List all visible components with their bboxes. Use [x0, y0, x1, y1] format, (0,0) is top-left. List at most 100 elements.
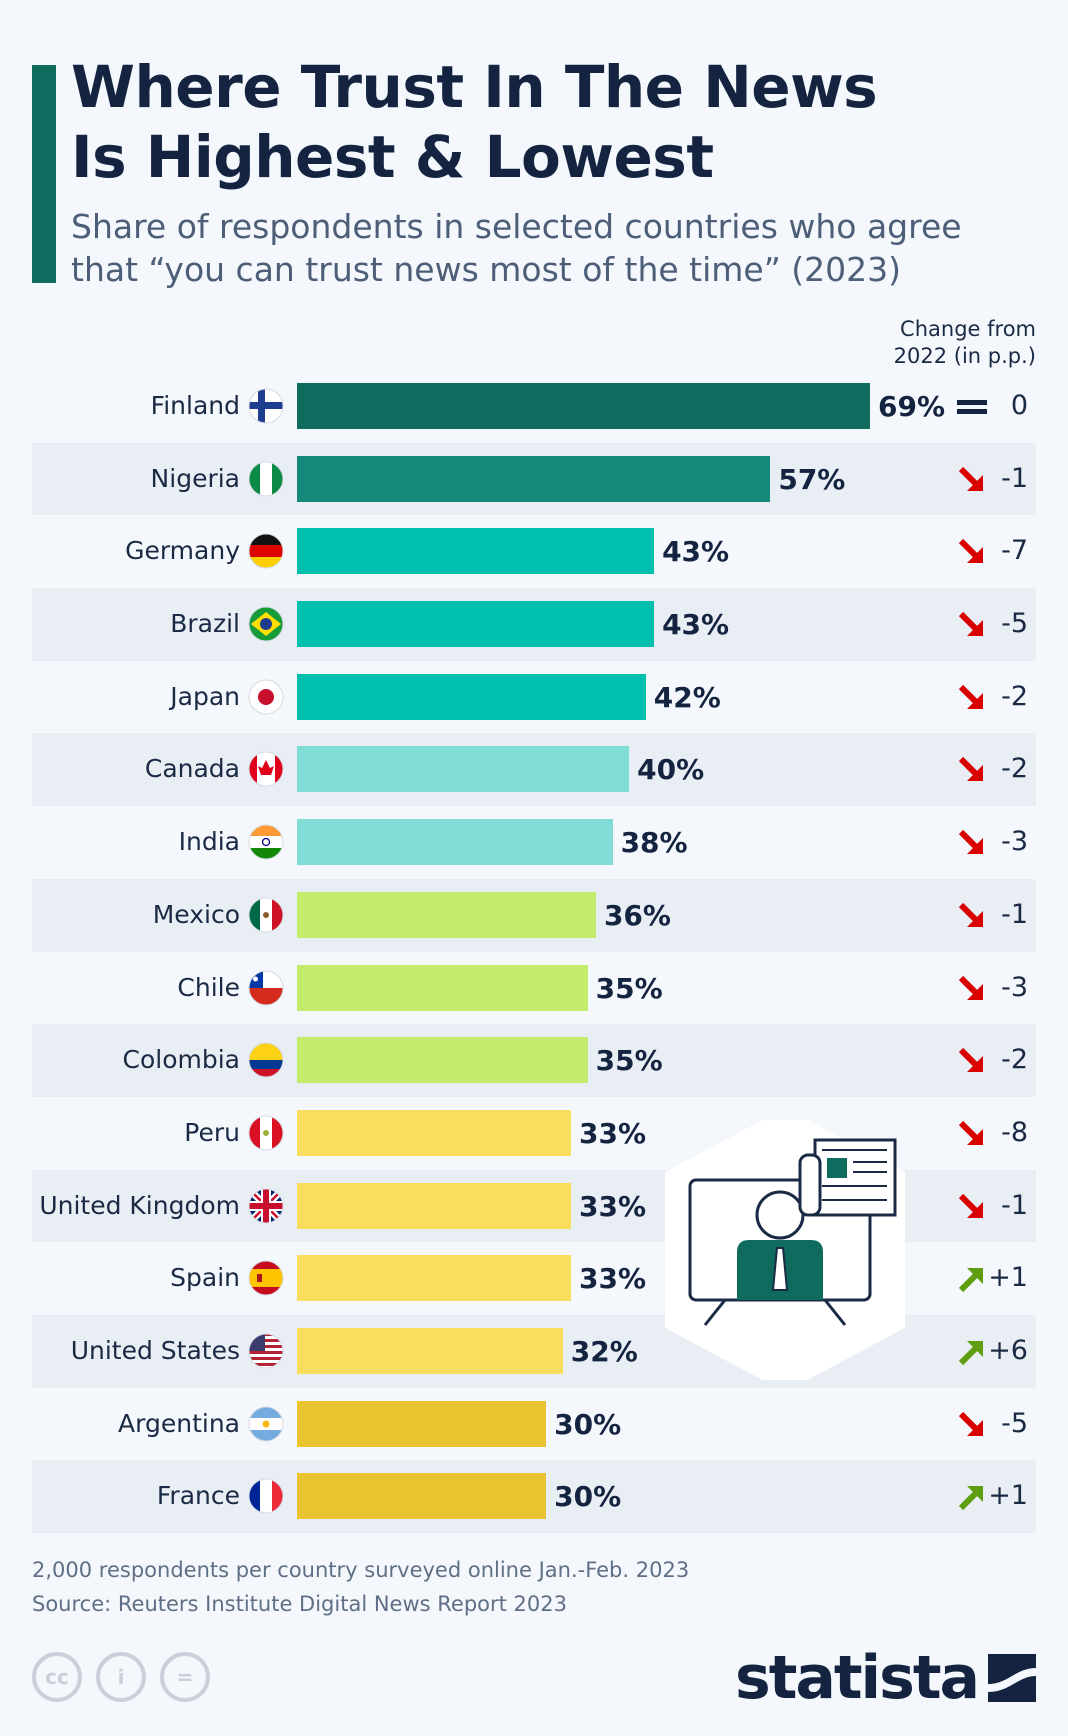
bar	[297, 455, 771, 502]
row-colombia: Colombia 35% -2	[32, 1024, 1036, 1097]
change-label: -3	[1001, 971, 1028, 1003]
statista-logo[interactable]: statista	[735, 1643, 1036, 1713]
bar	[297, 1037, 588, 1084]
change-label: -7	[1001, 535, 1028, 567]
change-header-line-1: Change from	[900, 317, 1036, 341]
country-label: United States	[70, 1335, 240, 1365]
arrow-up-right-icon	[958, 1340, 983, 1366]
chart-title: Where Trust In The News Is Highest & Low…	[71, 52, 878, 192]
no-derivatives-icon[interactable]: =	[160, 1652, 210, 1702]
row-argentina: Argentina 30% -5	[32, 1388, 1036, 1461]
row-germany: Germany 43% -7	[32, 515, 1036, 588]
flag-united-states-icon	[248, 1333, 284, 1369]
arrow-down-right-icon	[958, 466, 983, 491]
change-label: -8	[1001, 1116, 1028, 1148]
flag-india-icon	[248, 824, 284, 860]
change-label: +1	[988, 1262, 1028, 1294]
value-label: 30%	[554, 1407, 622, 1441]
chart-subtitle: Share of respondents in selected countri…	[71, 205, 1051, 291]
change-label: -3	[1001, 826, 1028, 858]
bar	[297, 891, 596, 938]
country-label: Finland	[150, 391, 240, 420]
change-label: -5	[1001, 1407, 1028, 1439]
country-label: Canada	[144, 754, 240, 784]
bar-chart: Finland 69% 0 Nigeria 57% -1 Germany 43% -…	[32, 370, 1036, 1533]
change-label: -1	[1001, 462, 1028, 494]
flag-germany-icon	[248, 533, 284, 569]
arrow-down-right-icon	[958, 975, 983, 1000]
subtitle-line-2: that “you can trust news most of the tim…	[71, 250, 902, 289]
country-label: United Kingdom	[39, 1190, 240, 1220]
bar	[297, 964, 588, 1011]
news-anchor-illustration	[665, 1120, 905, 1380]
title-line-1: Where Trust In The News	[71, 53, 878, 121]
row-nigeria: Nigeria 57% -1	[32, 442, 1036, 516]
attribution-icon[interactable]: i	[96, 1652, 146, 1702]
flag-france-icon	[248, 1478, 284, 1514]
change-label: -5	[1001, 608, 1028, 640]
row-chile: Chile 35% -3	[32, 952, 1036, 1025]
bar	[297, 1255, 572, 1302]
bar	[297, 673, 646, 720]
value-label: 38%	[620, 826, 688, 860]
creative-commons-icon[interactable]: cc	[32, 1652, 82, 1702]
arrow-down-right-icon	[958, 757, 983, 782]
arrow-down-right-icon	[958, 1411, 983, 1436]
value-label: 32%	[570, 1334, 638, 1368]
value-label: 42%	[653, 680, 721, 714]
title-accent-bar	[32, 65, 56, 283]
arrow-down-right-icon	[958, 539, 983, 564]
arrow-down-right-icon	[958, 611, 983, 637]
footnote: 2,000 respondents per country surveyed o…	[32, 1558, 690, 1582]
source-note: Source: Reuters Institute Digital News R…	[32, 1592, 567, 1616]
arrow-down-right-icon	[958, 684, 983, 709]
country-label: Spain	[170, 1263, 240, 1293]
row-india: India 38% -3	[32, 806, 1036, 879]
bar	[297, 1182, 572, 1229]
flag-peru-icon	[248, 1115, 284, 1151]
row-spain: Spain 33% +1	[32, 1242, 1036, 1315]
row-france: France 30% +1	[32, 1460, 1036, 1533]
arrow-down-right-icon	[958, 1048, 983, 1073]
change-label: +1	[988, 1480, 1028, 1512]
bar	[297, 1109, 572, 1156]
title-line-2: Is Highest & Lowest	[71, 123, 714, 191]
value-label: 33%	[579, 1116, 647, 1150]
country-label: Nigeria	[150, 463, 240, 493]
change-header-line-2: 2022 (in p.p.)	[893, 344, 1036, 368]
change-label: +6	[988, 1334, 1028, 1366]
country-label: France	[156, 1481, 240, 1511]
country-label: Colombia	[122, 1045, 240, 1075]
bar	[297, 746, 630, 793]
row-canada: Canada 40% -2	[32, 733, 1036, 807]
value-label: 36%	[603, 898, 671, 932]
flag-mexico-icon	[248, 897, 284, 933]
country-label: Argentina	[118, 1408, 240, 1438]
flag-argentina-icon	[248, 1406, 284, 1442]
change-label: -2	[1001, 753, 1028, 785]
change-column-header: Change from 2022 (in p.p.)	[894, 316, 1036, 370]
country-label: Chile	[177, 972, 240, 1002]
value-label: 43%	[662, 535, 730, 569]
value-label: 43%	[662, 608, 730, 642]
flag-brazil-icon	[248, 606, 284, 642]
value-label: 40%	[637, 753, 705, 787]
flag-united-kingdom-icon	[248, 1188, 284, 1224]
bar	[297, 383, 870, 429]
flag-colombia-icon	[248, 1042, 284, 1078]
flag-chile-icon	[248, 970, 284, 1005]
statista-logo-icon	[988, 1654, 1036, 1702]
value-label: 69%	[878, 390, 946, 423]
flag-canada-icon	[248, 751, 284, 787]
value-label: 33%	[579, 1189, 647, 1223]
value-label: 33%	[579, 1262, 647, 1296]
change-label: -2	[1001, 680, 1028, 712]
change-label: -2	[1001, 1044, 1028, 1076]
value-label: 35%	[595, 971, 663, 1005]
country-label: India	[178, 827, 240, 857]
arrow-down-right-icon	[958, 902, 983, 927]
change-label: 0	[1010, 390, 1028, 421]
bar	[297, 528, 655, 575]
flag-spain-icon	[248, 1260, 284, 1296]
value-label: 35%	[595, 1044, 663, 1078]
